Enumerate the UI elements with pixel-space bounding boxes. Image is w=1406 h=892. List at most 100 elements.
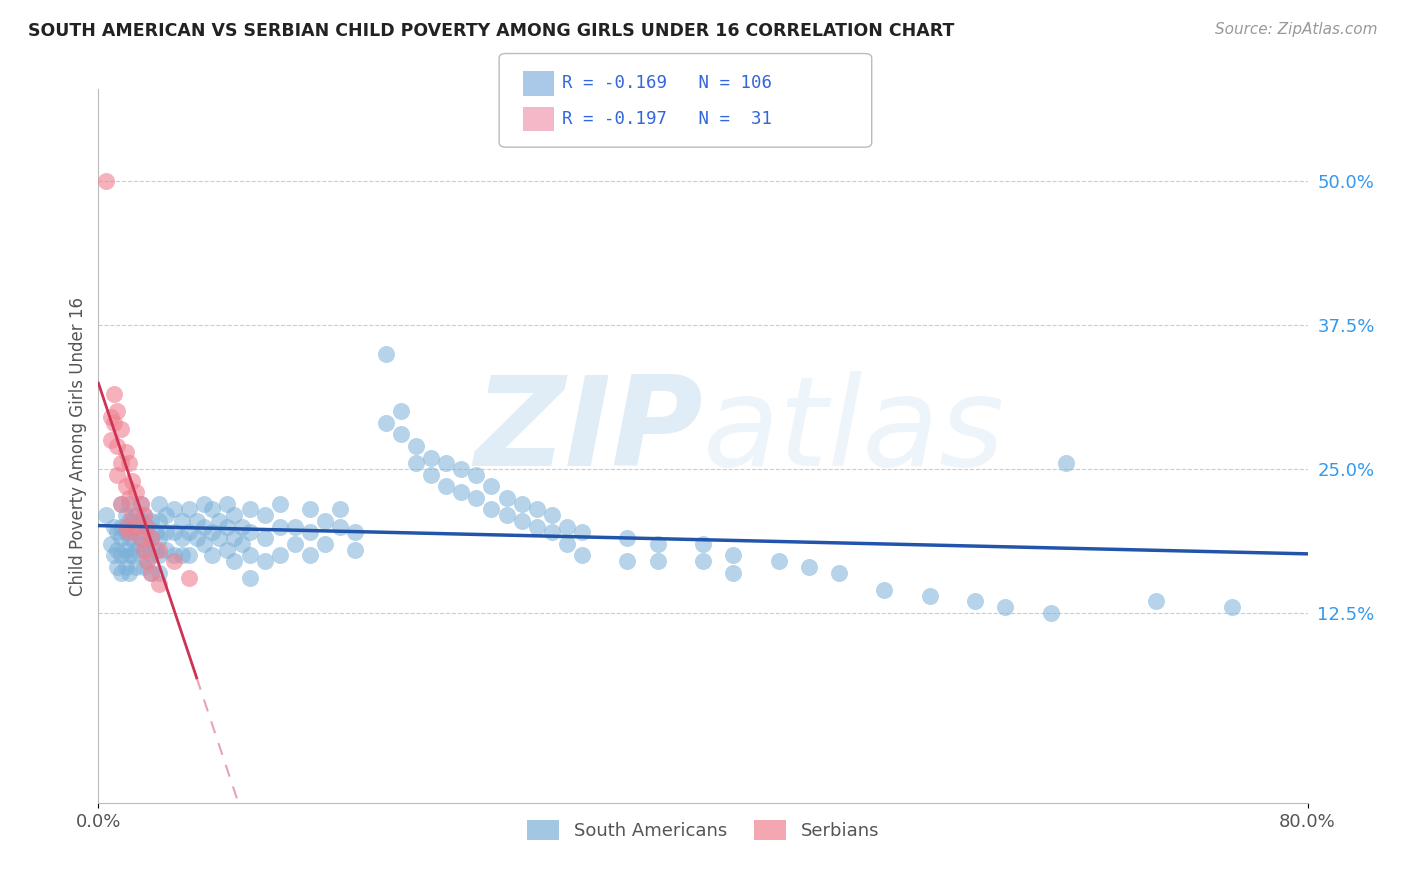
Point — [110, 497, 132, 511]
Point — [132, 559, 155, 574]
Point — [114, 519, 136, 533]
Point — [148, 531, 170, 545]
Point — [434, 479, 457, 493]
Point — [121, 514, 143, 528]
Point — [103, 519, 125, 533]
Point — [105, 542, 128, 557]
Point — [647, 537, 669, 551]
Point — [148, 577, 170, 591]
Point — [132, 508, 155, 522]
Point — [405, 456, 427, 470]
Point — [125, 485, 148, 500]
Point — [253, 531, 276, 545]
Point — [269, 497, 291, 511]
Point — [215, 519, 238, 533]
Point — [314, 537, 336, 551]
Point — [465, 491, 488, 505]
Point — [179, 502, 201, 516]
Point — [555, 519, 578, 533]
Point — [1144, 594, 1167, 608]
Point — [129, 514, 152, 528]
Point — [135, 537, 157, 551]
Text: R = -0.169   N = 106: R = -0.169 N = 106 — [562, 74, 772, 93]
Point — [571, 525, 593, 540]
Point — [215, 542, 238, 557]
Point — [692, 554, 714, 568]
Point — [231, 537, 253, 551]
Point — [179, 525, 201, 540]
Point — [510, 514, 533, 528]
Point — [495, 508, 517, 522]
Point — [145, 525, 167, 540]
Point — [465, 467, 488, 482]
Point — [420, 450, 443, 465]
Point — [420, 467, 443, 482]
Point — [110, 566, 132, 580]
Point — [299, 502, 322, 516]
Point — [155, 525, 177, 540]
Point — [224, 508, 246, 522]
Text: atlas: atlas — [703, 371, 1005, 492]
Point — [114, 559, 136, 574]
Point — [105, 439, 128, 453]
Point — [555, 537, 578, 551]
Point — [132, 542, 155, 557]
Point — [450, 462, 472, 476]
Point — [100, 537, 122, 551]
Point — [118, 456, 141, 470]
Text: SOUTH AMERICAN VS SERBIAN CHILD POVERTY AMONG GIRLS UNDER 16 CORRELATION CHART: SOUTH AMERICAN VS SERBIAN CHILD POVERTY … — [28, 22, 955, 40]
Point — [186, 531, 208, 545]
Point — [129, 531, 152, 545]
Point — [329, 502, 352, 516]
Point — [540, 525, 562, 540]
Point — [145, 542, 167, 557]
Point — [389, 404, 412, 418]
Point — [1054, 456, 1077, 470]
Point — [179, 549, 201, 563]
Point — [148, 497, 170, 511]
Point — [510, 497, 533, 511]
Point — [110, 519, 132, 533]
Point — [129, 497, 152, 511]
Point — [121, 474, 143, 488]
Point — [118, 491, 141, 505]
Text: Source: ZipAtlas.com: Source: ZipAtlas.com — [1215, 22, 1378, 37]
Point — [163, 525, 186, 540]
Point — [118, 497, 141, 511]
Point — [344, 525, 367, 540]
Point — [121, 508, 143, 522]
Legend: South Americans, Serbians: South Americans, Serbians — [519, 813, 887, 847]
Point — [100, 410, 122, 425]
Point — [103, 416, 125, 430]
Point — [105, 404, 128, 418]
Point — [481, 502, 503, 516]
Point — [125, 525, 148, 540]
Point — [253, 508, 276, 522]
Point — [170, 531, 193, 545]
Point — [374, 347, 396, 361]
Point — [125, 519, 148, 533]
Point — [269, 519, 291, 533]
Point — [148, 566, 170, 580]
Point — [114, 542, 136, 557]
Point — [110, 456, 132, 470]
Point — [110, 422, 132, 436]
Point — [299, 549, 322, 563]
Point — [163, 554, 186, 568]
Point — [450, 485, 472, 500]
Point — [616, 554, 638, 568]
Point — [329, 519, 352, 533]
Point — [389, 427, 412, 442]
Point — [179, 571, 201, 585]
Point — [132, 508, 155, 522]
Point — [193, 497, 215, 511]
Point — [231, 519, 253, 533]
Point — [481, 479, 503, 493]
Point — [239, 549, 262, 563]
Point — [141, 514, 163, 528]
Point — [118, 514, 141, 528]
Text: ZIP: ZIP — [474, 371, 703, 492]
Point — [105, 525, 128, 540]
Point — [110, 549, 132, 563]
Point — [239, 571, 262, 585]
